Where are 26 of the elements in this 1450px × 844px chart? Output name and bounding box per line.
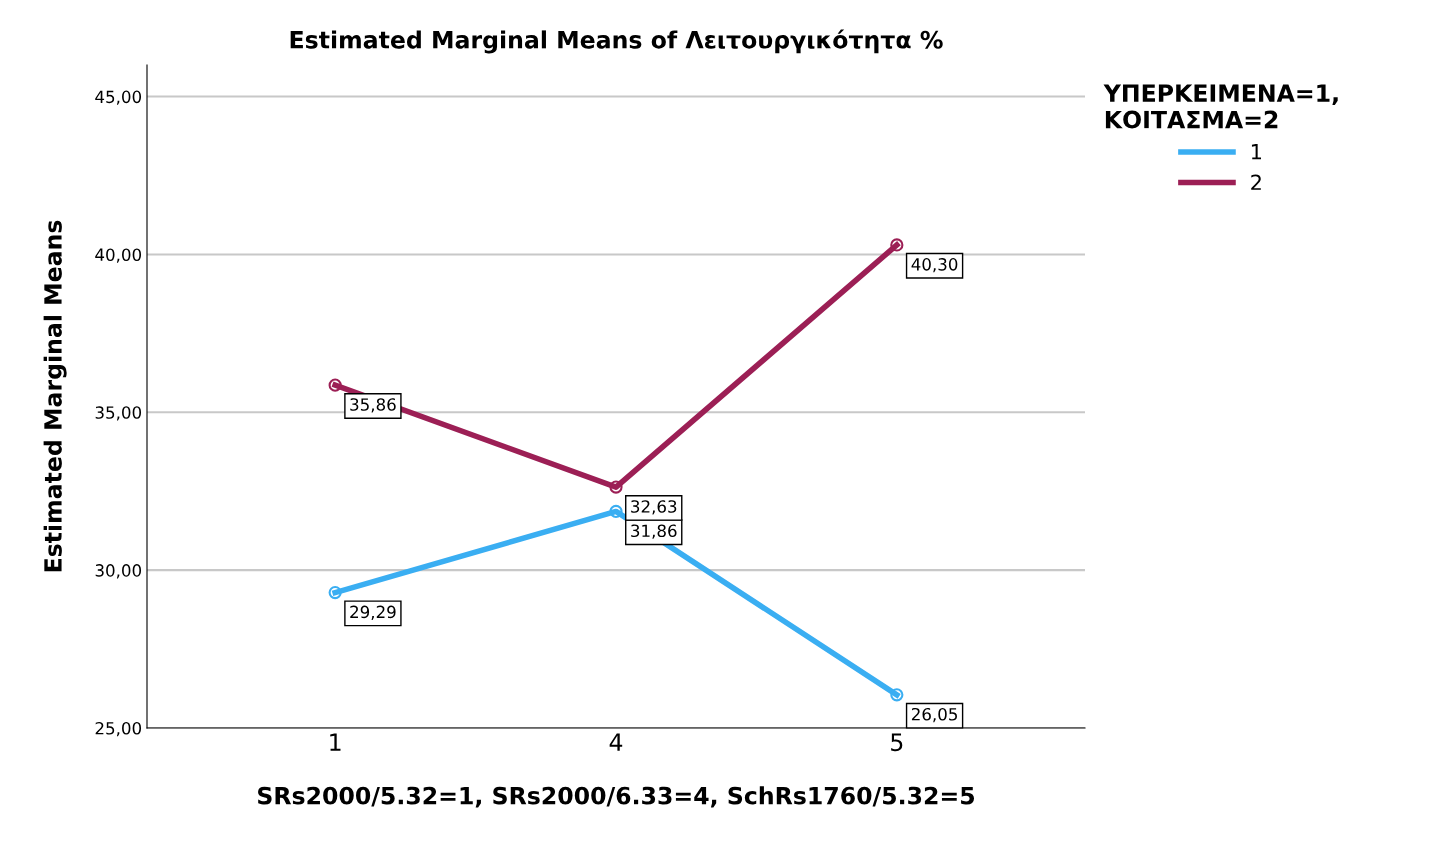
x-tick-label: 5 <box>891 733 903 752</box>
data-label: 26,05 <box>911 707 957 723</box>
chart-title: Estimated Marginal Means of Λειτουργικότητα % <box>290 29 943 54</box>
point <box>328 585 342 600</box>
y-axis-title: Estimated Marginal Means <box>43 220 67 572</box>
data-label: 40,30 <box>911 258 958 273</box>
y-tick-label: 25,00 <box>95 721 142 737</box>
data-label: 31,86 <box>631 524 677 539</box>
y-tick-label: 40,00 <box>95 248 142 263</box>
point <box>609 504 623 519</box>
x-tick-label: 4 <box>609 733 623 751</box>
point <box>328 378 342 392</box>
legend-title: ΥΠΕΡΚΕΙΜΕΝΑ=1, ΚΟΙΤΑΣΜΑ=2 <box>1103 84 1338 129</box>
y-tick-label: 30,00 <box>95 564 142 579</box>
point <box>890 688 904 702</box>
y-tick-label: 45,00 <box>95 90 142 105</box>
y-tick-label: 35,00 <box>95 406 142 421</box>
legend-label: 2 <box>1251 174 1261 190</box>
legend-label: 1 <box>1251 144 1261 160</box>
data-label: 35,86 <box>350 398 396 413</box>
data-label: 29,29 <box>350 605 396 620</box>
point <box>890 238 904 252</box>
x-axis-title: SRs2000/5.32=1, SRs2000/6.33=4, SchRs1760/5.32=5 <box>258 786 975 808</box>
data-label: 32,63 <box>631 500 677 515</box>
point <box>609 480 623 494</box>
x-tick-label: 1 <box>330 733 341 751</box>
